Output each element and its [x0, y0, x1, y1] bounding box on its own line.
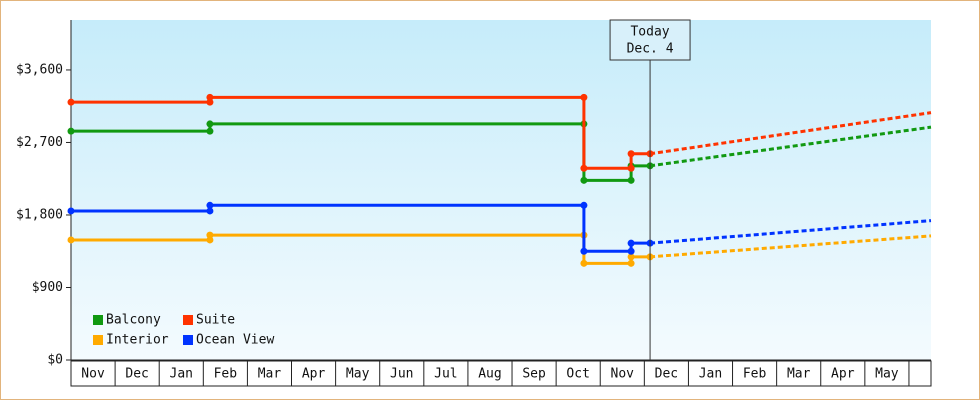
- x-tick-label: Apr: [302, 367, 326, 382]
- x-tick-label: Mar: [258, 367, 282, 382]
- legend-swatch: [183, 335, 193, 345]
- projection-line: [649, 111, 932, 156]
- x-tick-label: Nov: [611, 367, 635, 382]
- price-point: [206, 98, 214, 106]
- price-point: [206, 207, 214, 215]
- projection-line: [649, 234, 932, 259]
- price-point: [580, 164, 588, 172]
- x-tick-label: Apr: [831, 367, 855, 382]
- price-point: [67, 236, 75, 244]
- legend-swatch: [183, 315, 193, 325]
- x-tick-label: May: [875, 367, 899, 382]
- y-tick-label: $3,600: [16, 62, 63, 77]
- price-point: [206, 231, 214, 239]
- x-axis-box: [70, 360, 932, 387]
- legend-swatch: [93, 315, 103, 325]
- x-tick-label: Oct: [566, 367, 589, 382]
- price-point: [206, 201, 214, 209]
- price-point: [627, 164, 635, 172]
- x-tick-label: Dec: [655, 367, 678, 382]
- price-point: [627, 150, 635, 158]
- today-label: Dec. 4: [627, 42, 674, 57]
- price-point: [627, 253, 635, 261]
- x-tick-label: Jan: [699, 367, 722, 382]
- legend-label: Balcony: [106, 313, 161, 328]
- y-tick-label: $2,700: [16, 135, 63, 150]
- x-tick-label: Nov: [81, 367, 105, 382]
- x-tick-label: Dec: [125, 367, 148, 382]
- price-point: [580, 176, 588, 184]
- price-point: [206, 236, 214, 244]
- today-label: Today: [630, 25, 669, 40]
- x-tick-label: Jun: [390, 367, 413, 382]
- x-tick-label: May: [346, 367, 370, 382]
- legend-label: Ocean View: [196, 333, 274, 348]
- price-point: [580, 247, 588, 255]
- x-tick-label: Aug: [478, 367, 501, 382]
- y-tick-label: $1,800: [16, 207, 63, 222]
- plot-area: [71, 20, 931, 360]
- price-point: [206, 93, 214, 101]
- legend-label: Suite: [196, 313, 235, 328]
- price-point: [627, 259, 635, 267]
- price-point: [627, 176, 635, 184]
- price-point: [67, 98, 75, 106]
- price-point: [627, 247, 635, 255]
- price-point: [67, 127, 75, 135]
- price-point: [627, 239, 635, 247]
- x-tick-label: Jul: [434, 367, 457, 382]
- today-box: [609, 19, 691, 61]
- x-tick-label: Jan: [170, 367, 193, 382]
- x-tick-label: Sep: [522, 367, 546, 382]
- price-point: [580, 93, 588, 101]
- legend-swatch: [93, 335, 103, 345]
- price-point: [580, 201, 588, 209]
- y-tick-label: $900: [32, 280, 63, 295]
- x-tick-label: Feb: [214, 367, 238, 382]
- legend-label: Interior: [106, 333, 169, 348]
- x-tick-label: Mar: [787, 367, 811, 382]
- price-point: [580, 259, 588, 267]
- price-point: [206, 127, 214, 135]
- x-tick-label: Feb: [743, 367, 767, 382]
- projection-line: [649, 219, 932, 245]
- y-tick-label: $0: [47, 353, 63, 368]
- projection-line: [649, 125, 932, 168]
- price-point: [206, 120, 214, 128]
- price-point: [67, 207, 75, 215]
